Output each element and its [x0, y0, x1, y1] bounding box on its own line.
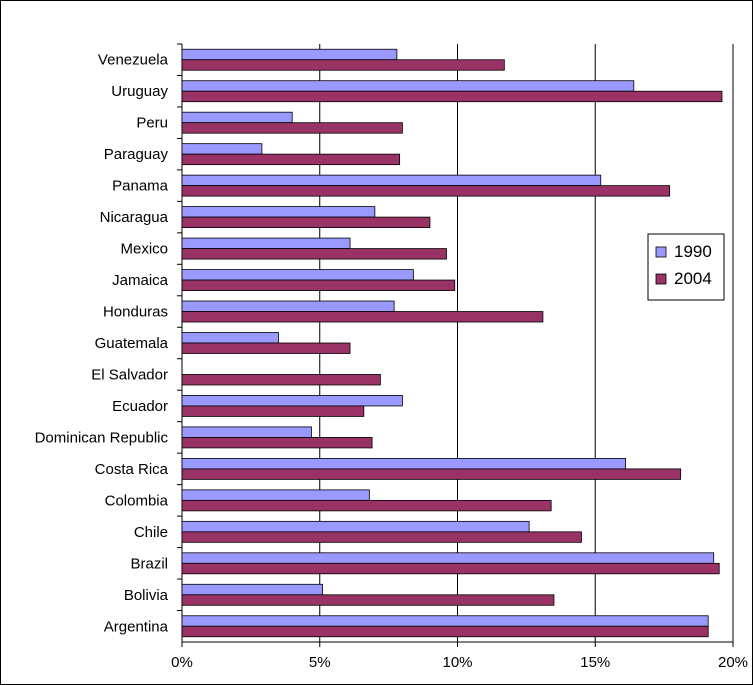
bar-1990 [181, 269, 414, 281]
bar-1990 [181, 174, 602, 187]
legend-label: 2004 [674, 269, 712, 288]
x-tick-label: 15% [580, 654, 610, 671]
bar-1990 [181, 206, 376, 218]
bar-1990 [181, 395, 403, 407]
category-label: El Salvador [91, 366, 168, 383]
bar-1990 [181, 237, 351, 249]
category-label: Chile [134, 524, 168, 541]
x-tick-label: 20% [718, 654, 748, 671]
bar-1990 [181, 520, 530, 533]
category-label: Venezuela [98, 52, 169, 69]
category-label: Brazil [130, 555, 168, 572]
legend-label: 1990 [674, 242, 712, 261]
bar-2004 [181, 625, 709, 638]
legend-swatch [655, 246, 667, 258]
x-tick-label: 0% [171, 654, 193, 671]
category-label: Mexico [120, 241, 168, 258]
category-label: Ecuador [112, 398, 168, 415]
category-label: Argentina [104, 618, 169, 635]
bar-1990 [181, 332, 279, 344]
category-label: Peru [136, 115, 168, 132]
x-tick-label: 5% [309, 654, 331, 671]
bar-2004 [181, 342, 351, 354]
bar-1990 [181, 552, 715, 564]
x-tick-label: 10% [442, 654, 472, 671]
bar-2004 [181, 531, 582, 543]
bar-1990 [181, 615, 709, 627]
bar-2004 [181, 562, 720, 575]
bar-2004 [181, 374, 381, 386]
bar-2004 [181, 405, 365, 417]
category-label: Costa Rica [95, 461, 169, 478]
bar-2004 [181, 59, 505, 71]
bar-1990 [181, 426, 312, 438]
bar-2004 [181, 499, 552, 512]
bar-2004 [181, 311, 544, 323]
bar-1990 [181, 143, 263, 155]
category-label: Guatemala [95, 335, 169, 352]
bar-2004 [181, 216, 431, 229]
category-label: Jamaica [112, 272, 169, 289]
bar-2004 [181, 437, 373, 449]
bar-2004 [181, 185, 671, 197]
bar-1990 [181, 457, 626, 470]
category-label: Paraguay [104, 146, 169, 163]
bar-1990 [181, 48, 398, 61]
bar-1990 [181, 300, 395, 312]
bar-2004 [181, 90, 723, 103]
bar-2004 [181, 279, 456, 291]
bar-1990 [181, 80, 635, 92]
bar-1990 [181, 489, 370, 501]
legend-swatch [655, 273, 667, 285]
category-label: Panama [112, 178, 169, 195]
category-label: Honduras [103, 304, 168, 321]
bar-2004 [181, 594, 555, 606]
category-label: Nicaragua [100, 209, 169, 226]
category-label: Colombia [105, 492, 169, 509]
category-label: Bolivia [124, 587, 169, 604]
category-label: Uruguay [111, 83, 168, 100]
category-label: Dominican Republic [35, 429, 169, 446]
bar-1990 [181, 111, 293, 124]
bar-2004 [181, 153, 401, 166]
bar-2004 [181, 468, 682, 480]
bar-2004 [181, 248, 447, 260]
bar-2004 [181, 122, 403, 134]
bar-1990 [181, 583, 323, 596]
legend-box [647, 233, 725, 301]
